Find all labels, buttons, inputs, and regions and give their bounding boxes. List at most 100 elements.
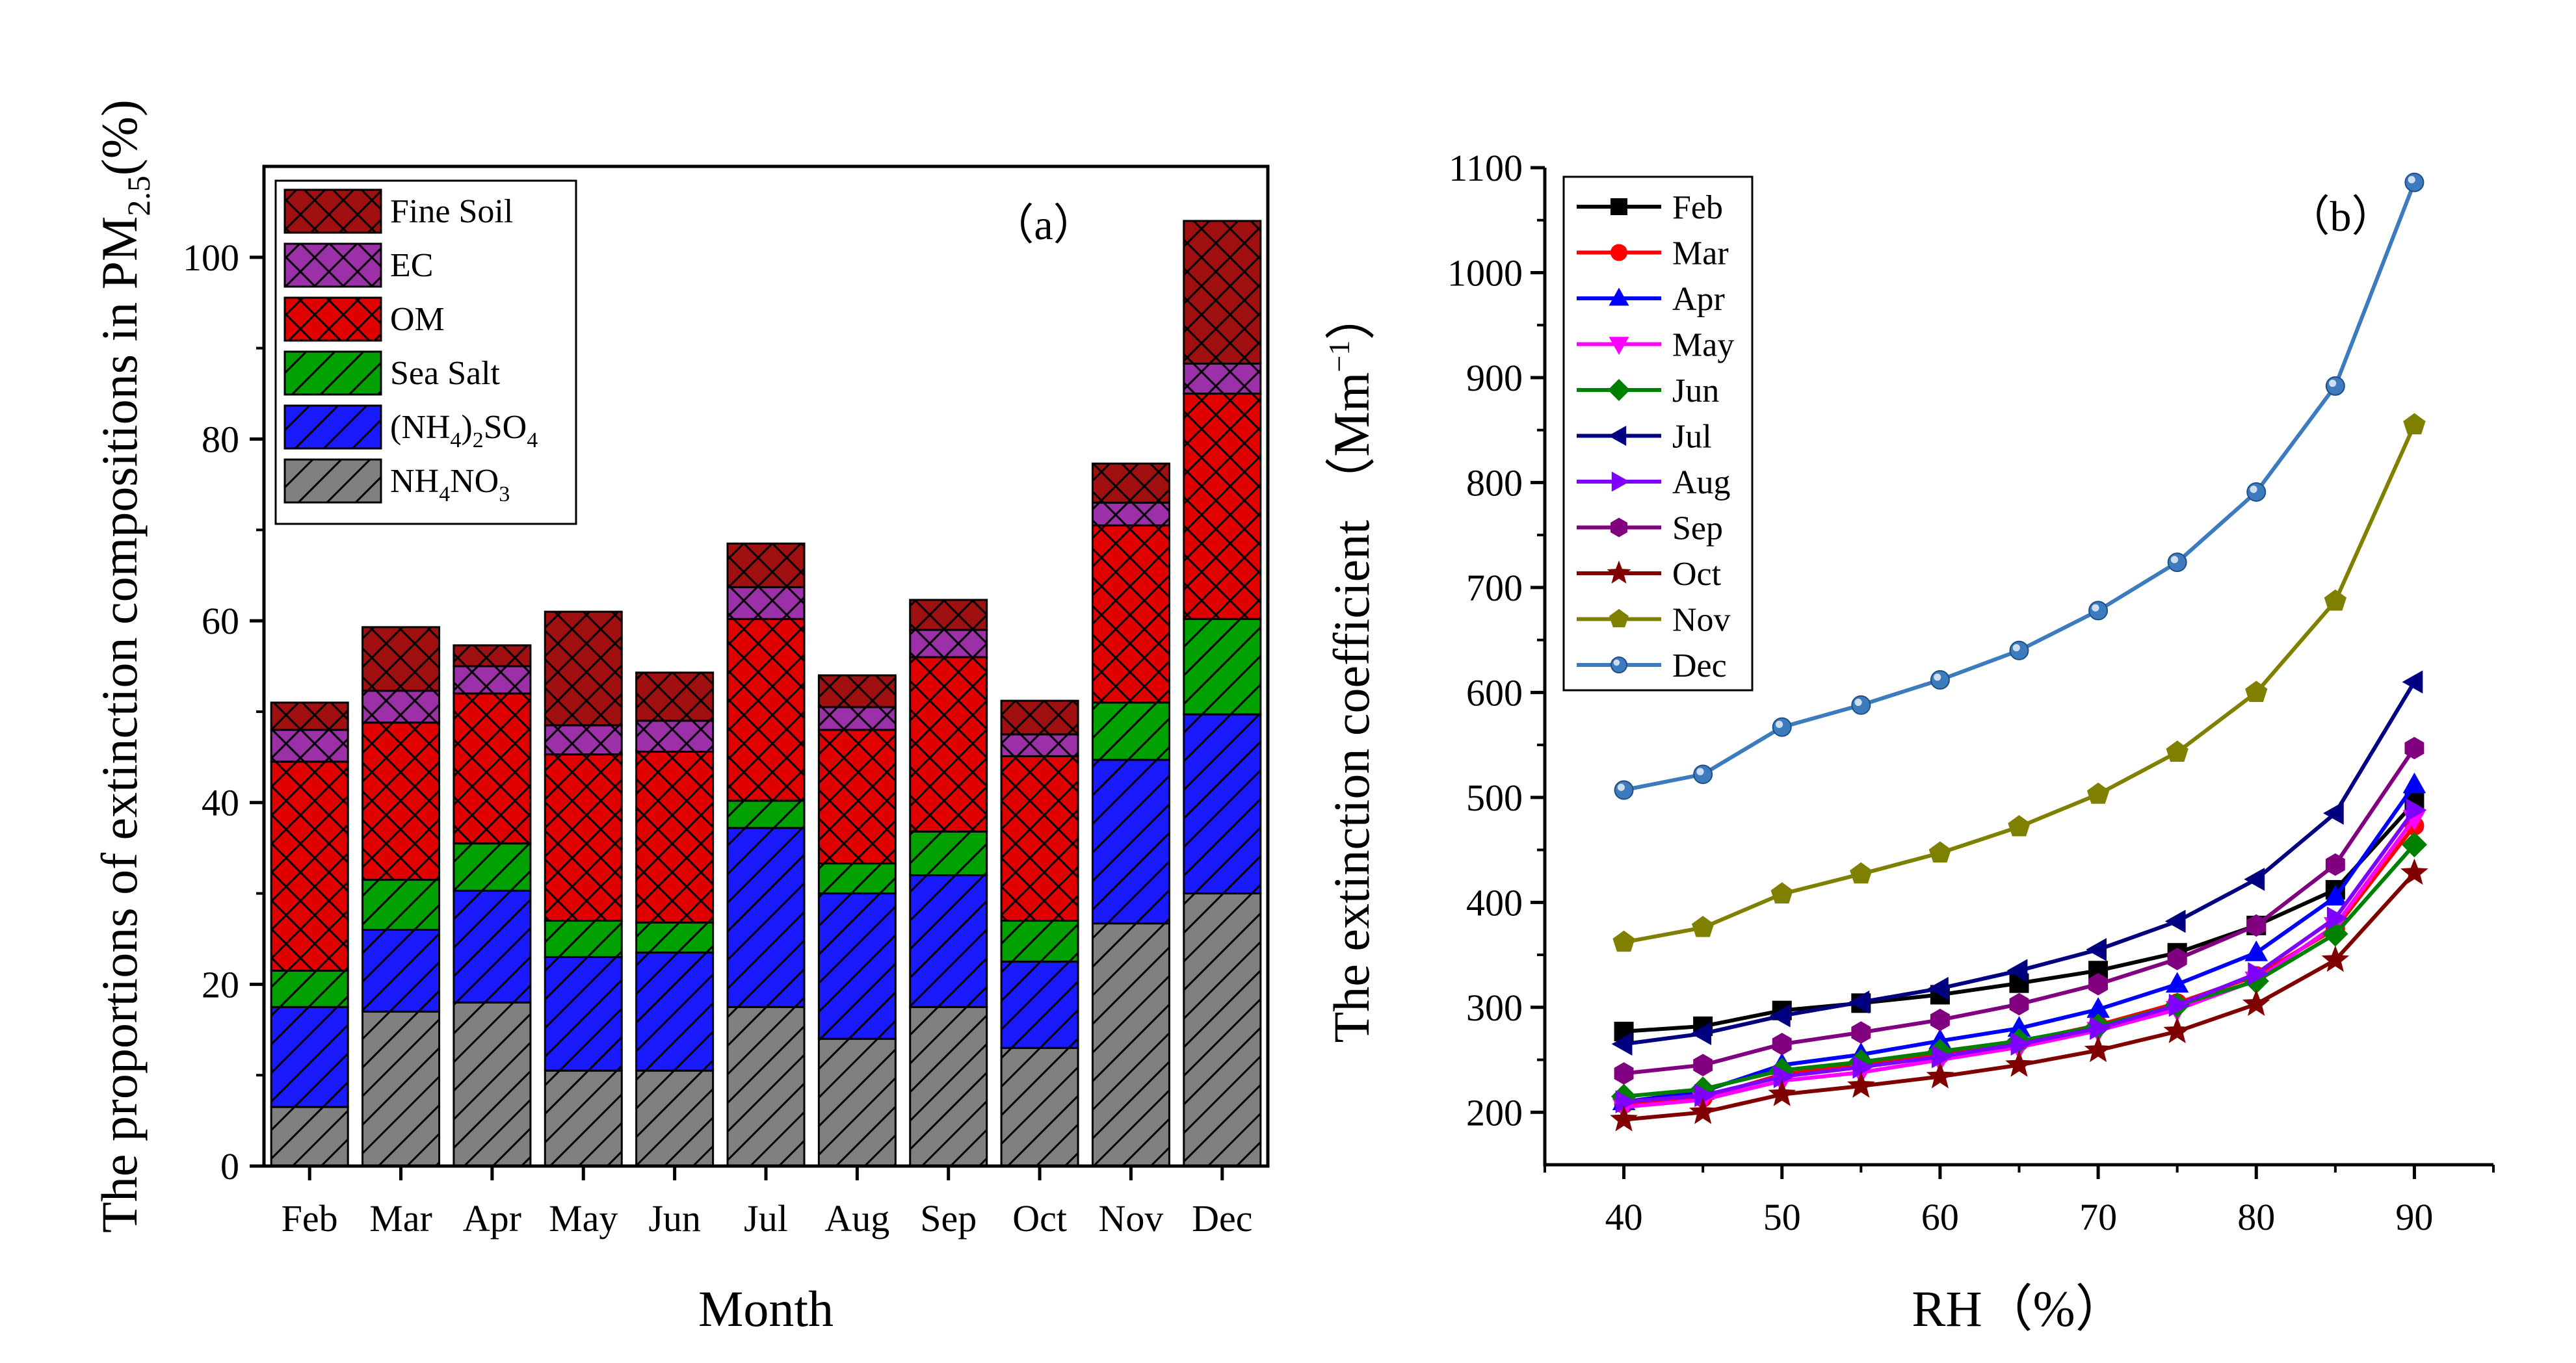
legend-item-jun: Jun [1577, 372, 1719, 409]
point-sep-80 [2246, 914, 2267, 937]
x-tick-label-may: May [549, 1197, 618, 1240]
legend-item-dec: Dec [1577, 647, 1727, 684]
legend-label-aug: Aug [1672, 464, 1731, 501]
point-aug-40 [1615, 1090, 1636, 1113]
point-oct-60 [1926, 1061, 1954, 1089]
bar-apr-sea-salt [453, 842, 532, 892]
y-tick-label: 900 [1466, 357, 1523, 399]
bar-jun-nh4-2so4 [635, 951, 715, 1072]
y-axis-title-main: The proportions of extinction compositio… [91, 216, 148, 1233]
y-axis-title-sup: −1 [1322, 341, 1356, 372]
point-jul-65 [2006, 959, 2028, 983]
x-tick-label-mar: Mar [369, 1197, 432, 1240]
point-jun-90 [2401, 831, 2428, 858]
series-dec [1614, 172, 2425, 800]
legend-item-jul: Jul [1577, 419, 1712, 456]
y-tick-label: 300 [1466, 987, 1523, 1029]
point-sep-50 [1772, 1033, 1792, 1056]
bar-oct-fine-soil [1000, 699, 1079, 736]
point-jul-85 [2322, 801, 2344, 825]
bar-aug-nh4-2so4 [817, 892, 897, 1040]
line-series [1610, 172, 2428, 1132]
bar-sep-ec [909, 629, 988, 658]
bar-jul-nh4-2so4 [726, 827, 806, 1008]
y-axis-title-sub: 2.5 [120, 175, 157, 216]
bar-mar-fine-soil [361, 626, 441, 692]
point-jul-60 [1928, 976, 1949, 1000]
bar-jun-om [635, 750, 715, 924]
bar-jul-ec [726, 586, 806, 620]
bar-sep-sea-salt [909, 830, 988, 877]
point-nov-90 [2403, 413, 2426, 435]
legend-item-om: OM [283, 296, 445, 342]
point-aug-75 [2168, 993, 2190, 1017]
bar-jun-ec [635, 720, 715, 753]
point-dec-55 [1851, 695, 1871, 715]
bar-may-fine-soil [544, 610, 623, 727]
y-axis-title-end: ） [1323, 290, 1380, 341]
y-tick-label: 1000 [1447, 252, 1523, 294]
legend-item-may: May [1577, 327, 1734, 364]
x-tick-label: 40 [1605, 1196, 1643, 1238]
point-jul-50 [1769, 1004, 1791, 1028]
x-tick-label-aug: Aug [824, 1197, 889, 1240]
panel-a: 0 20 40 60 80 100 Feb Mar Apr May Jun Jul Aug Sep Oct… [91, 99, 1270, 1337]
bar-apr-ec [453, 665, 532, 695]
bar-jul-fine-soil [726, 542, 806, 588]
bar-aug-om [817, 729, 897, 864]
bar-nov-nh4-2so4 [1091, 759, 1170, 925]
y-axis: 200 300 400 500 600 700 800 900 1000 1100 [1447, 147, 1545, 1134]
point-sep-70 [2088, 973, 2109, 996]
y-tick-label: 0 [220, 1145, 239, 1188]
legend-label-om: OM [390, 301, 445, 338]
point-oct-75 [2163, 1017, 2191, 1044]
legend-item-oct: Oct [1577, 556, 1722, 593]
bar-sep-nh4no3 [909, 1006, 988, 1167]
series-aug [1615, 798, 2427, 1113]
bar-dec-fine-soil [1183, 220, 1262, 365]
y-tick-label: 1100 [1449, 147, 1523, 189]
bar-jul-nh4no3 [726, 1006, 806, 1167]
bar-aug-nh4no3 [817, 1037, 897, 1167]
bar-oct-sea-salt [1000, 919, 1079, 963]
point-apr-75 [2165, 972, 2189, 993]
bar-dec-sea-salt [1183, 617, 1262, 716]
legend-label-ec: EC [390, 247, 433, 284]
legend-label-may: May [1672, 327, 1734, 364]
bar-oct-nh4-2so4 [1000, 960, 1079, 1049]
bar-may-om [544, 753, 623, 922]
bar-jul-om [726, 617, 806, 802]
x-axis: Feb Mar Apr May Jun Jul Aug Sep Oct Nov Dec [282, 1166, 1253, 1240]
point-jul-70 [2086, 938, 2107, 961]
bar-nov-nh4no3 [1091, 922, 1170, 1167]
bar-jun-nh4no3 [635, 1069, 715, 1167]
legend-items: Fine Soil EC OM Sea Salt (NH4)2SO4 NH4NO3 [283, 188, 538, 506]
legend-item-sea-salt: Sea Salt [283, 350, 501, 396]
y-tick-label: 600 [1466, 671, 1523, 714]
y-axis-title-end: (%) [91, 99, 148, 175]
point-oct-40 [1610, 1105, 1638, 1132]
point-jul-45 [1690, 1022, 1712, 1045]
legend-item-mar: Mar [1577, 235, 1729, 272]
point-nov-75 [2166, 740, 2188, 762]
point-nov-45 [1692, 916, 1715, 937]
bar-feb-sea-salt [270, 969, 349, 1008]
bar-aug-sea-salt [817, 862, 897, 895]
point-aug-50 [1773, 1065, 1794, 1089]
point-nov-50 [1770, 882, 1793, 903]
point-dec-85 [2325, 376, 2345, 396]
bar-nov-ec [1091, 501, 1170, 526]
point-dec-70 [2088, 601, 2109, 621]
point-nov-85 [2324, 589, 2346, 611]
x-tick-label: 60 [1921, 1196, 1959, 1238]
bar-aug-ec [817, 706, 897, 731]
legend-label-sep: Sep [1672, 510, 1723, 547]
legend-label-nh4-2so4: (NH4)2SO4 [390, 409, 538, 452]
point-sep-60 [1930, 1008, 1950, 1032]
bar-apr-fine-soil [453, 644, 532, 668]
x-tick-label-jul: Jul [744, 1197, 788, 1240]
legend-item-aug: Aug [1577, 464, 1731, 501]
y-tick-label: 40 [202, 782, 239, 824]
x-axis-title: RH（%） [1912, 1280, 2125, 1337]
